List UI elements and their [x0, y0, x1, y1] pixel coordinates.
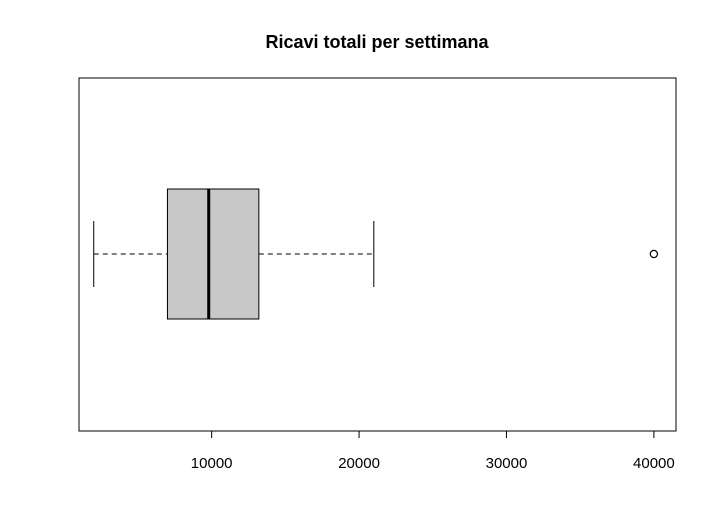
outlier-point	[649, 249, 659, 259]
plot-frame	[78, 77, 677, 432]
x-tick-label: 10000	[191, 455, 233, 472]
x-tick-label: 30000	[486, 455, 528, 472]
x-tick-label: 40000	[633, 455, 675, 472]
chart-title: Ricavi totali per settimana	[265, 32, 489, 52]
iqr-box	[166, 188, 260, 320]
box-layer	[93, 188, 659, 320]
x-tick-label: 20000	[338, 455, 380, 472]
x-axis: 10000 20000 30000 40000	[191, 431, 675, 472]
plot-frame-layer	[78, 77, 677, 432]
